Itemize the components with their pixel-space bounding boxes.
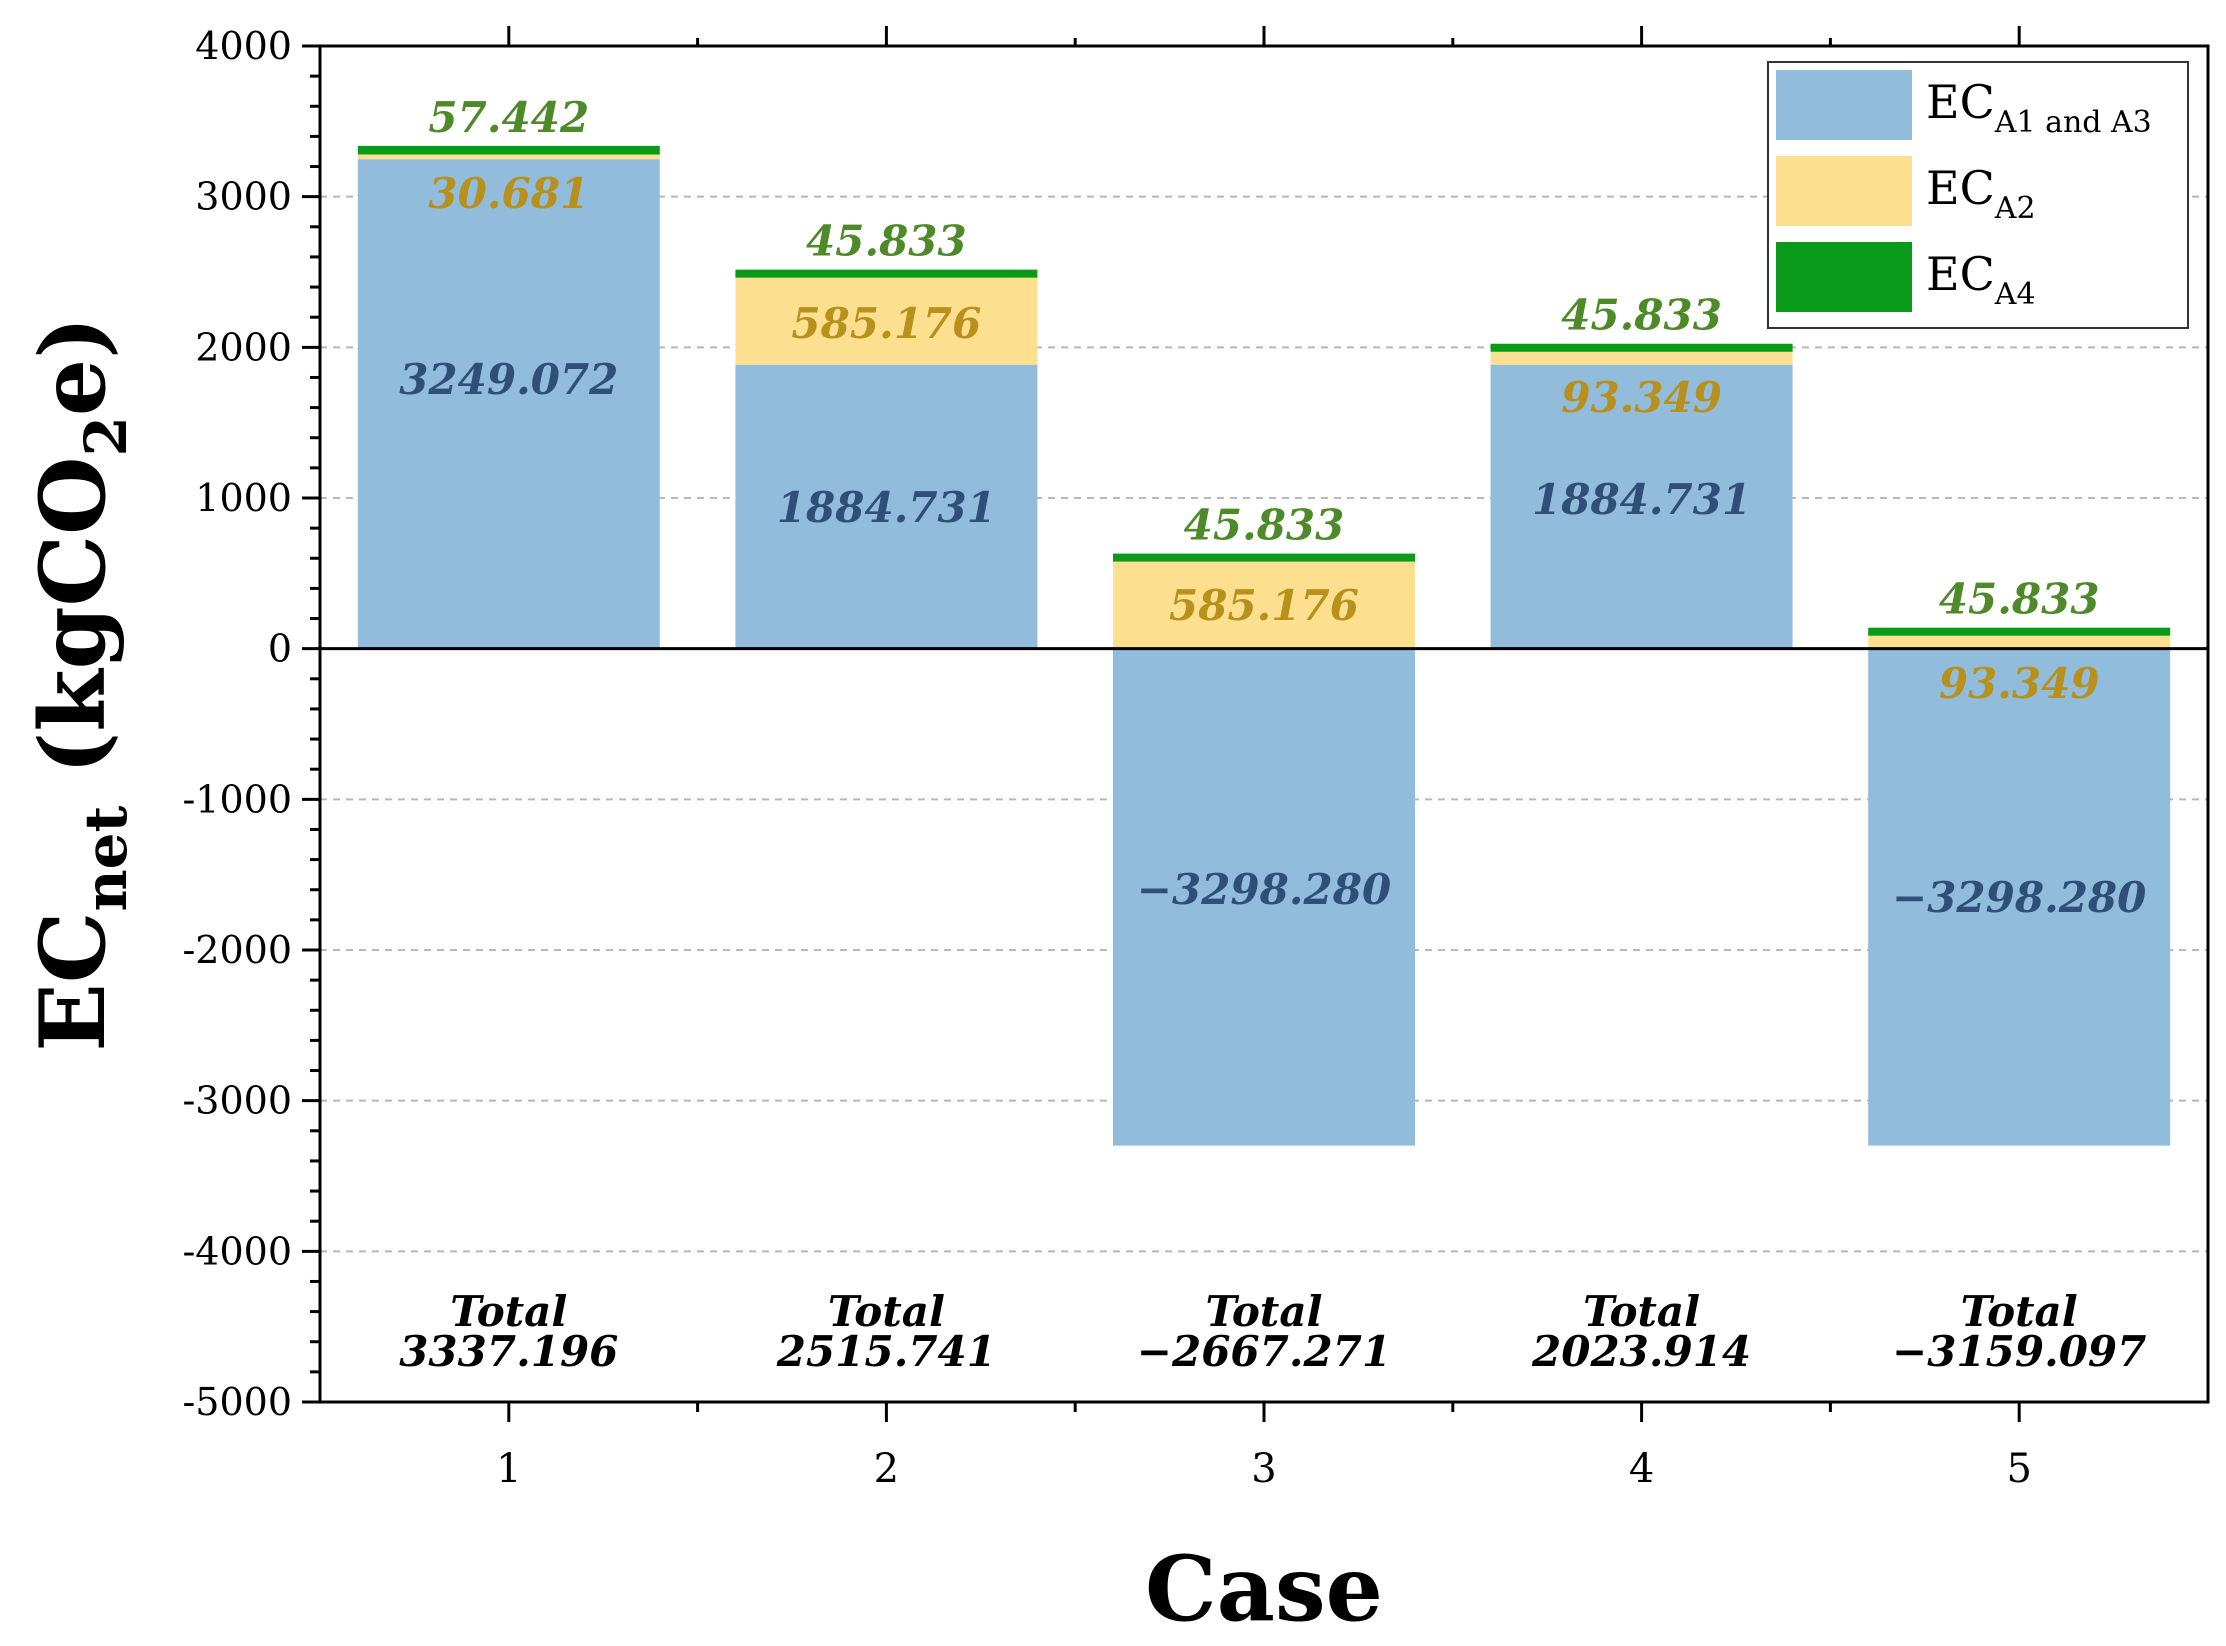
y-tick-label-3: 1000 (195, 476, 292, 520)
legend-swatch-2 (1776, 156, 1912, 226)
bar-a2-case-5 (1868, 634, 2171, 649)
x-tick-label-1: 1 (496, 1446, 521, 1492)
bar-a4-case-5 (1868, 627, 2171, 636)
y-axis-title: ECnet (kgCO2e) (20, 316, 140, 1052)
bar-a1a3-case-3 (1113, 648, 1415, 1146)
x-axis-title: Case (1145, 1536, 1383, 1642)
bar-a2-case-1 (357, 154, 660, 160)
label-a1a3-case-1: 3249.072 (399, 355, 618, 404)
total-value-case-5: −3159.097 (1892, 1327, 2146, 1376)
bar-a2-case-4 (1490, 350, 1793, 365)
legend-label-1: ECA1 and A3 (1926, 75, 2152, 140)
label-a2-case-3: 585.176 (1169, 581, 1359, 630)
total-heading-case-2: Total (828, 1287, 945, 1336)
y-tick-label-8: -4000 (182, 1229, 292, 1273)
label-a4-case-5: 45.833 (1939, 575, 2100, 624)
label-a2-case-2: 585.176 (791, 299, 981, 348)
label-a2-case-4: 93.349 (1561, 373, 1722, 422)
total-heading-case-3: Total (1205, 1287, 1322, 1336)
bar-a2-case-3 (1113, 560, 1415, 649)
label-a4-case-4: 45.833 (1561, 291, 1722, 340)
total-heading-case-4: Total (1583, 1287, 1700, 1336)
bar-a1a3-case-4 (1490, 364, 1793, 649)
y-tick-label-7: -3000 (182, 1079, 292, 1123)
legend-label-2: ECA2 (1926, 161, 2036, 226)
y-tick-label-6: -2000 (182, 928, 292, 972)
total-value-case-1: 3337.196 (399, 1327, 618, 1376)
bar-a1a3-case-5 (1868, 648, 2171, 1146)
label-a1a3-case-2: 1884.731 (777, 483, 996, 532)
bar-a1a3-case-2 (735, 364, 1038, 649)
label-a1a3-case-5: −3298.280 (1892, 873, 2146, 922)
total-heading-case-5: Total (1961, 1287, 2078, 1336)
bar-a1a3-case-1 (357, 159, 660, 649)
x-tick-label-3: 3 (1251, 1446, 1276, 1492)
legend-label-3: ECA4 (1926, 247, 2036, 312)
label-a4-case-2: 45.833 (806, 217, 967, 266)
x-tick-label-5: 5 (2006, 1446, 2031, 1492)
label-a4-case-1: 57.442 (428, 93, 589, 142)
label-a4-case-3: 45.833 (1184, 501, 1345, 550)
x-tick-label-4: 4 (1629, 1446, 1654, 1492)
y-tick-label-2: 2000 (195, 325, 292, 369)
y-tick-label-1: 3000 (195, 175, 292, 219)
total-value-case-2: 2515.741 (776, 1327, 996, 1376)
label-a2-case-1: 30.681 (428, 169, 589, 218)
total-value-case-3: −2667.271 (1137, 1327, 1391, 1376)
legend-swatch-3 (1776, 242, 1912, 312)
legend-swatch-1 (1776, 70, 1912, 140)
label-a1a3-case-3: −3298.280 (1137, 865, 1391, 914)
bar-a4-case-3 (1113, 553, 1415, 562)
bar-a4-case-2 (735, 269, 1038, 278)
label-a2-case-5: 93.349 (1939, 659, 2100, 708)
x-tick-label-2: 2 (874, 1446, 899, 1492)
total-heading-case-1: Total (450, 1287, 567, 1336)
y-tick-label-4: 0 (268, 627, 292, 671)
y-tick-label-0: 4000 (195, 24, 292, 68)
y-tick-label-9: -5000 (182, 1380, 292, 1424)
y-tick-label-5: -1000 (182, 777, 292, 821)
bar-a4-case-4 (1490, 343, 1793, 352)
total-value-case-4: 2023.914 (1531, 1327, 1751, 1376)
label-a1a3-case-4: 1884.731 (1532, 475, 1751, 524)
bar-a4-case-1 (357, 145, 660, 155)
bar-a2-case-2 (735, 276, 1038, 365)
